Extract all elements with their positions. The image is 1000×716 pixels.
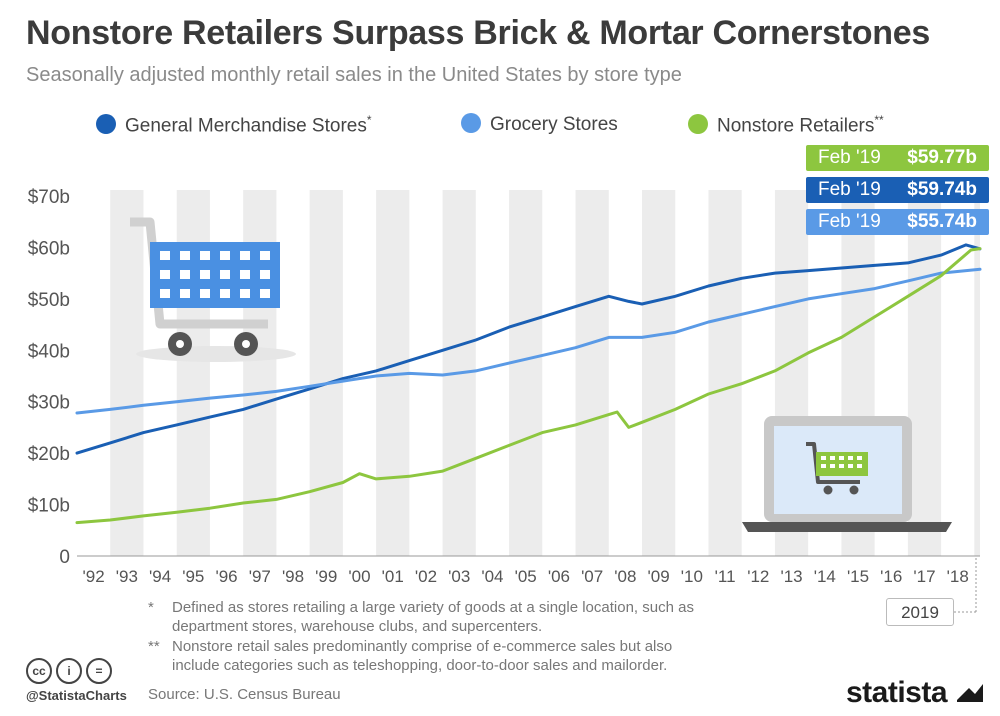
y-tick-label: $50b <box>28 290 70 311</box>
y-axis: 0 $10b $20b $30b $40b $50b $60b $70b <box>28 187 70 568</box>
footnote-2-line-2: include categories such as teleshopping,… <box>172 657 668 674</box>
chart-subtitle: Seasonally adjusted monthly retail sales… <box>26 64 682 86</box>
grid-band <box>575 190 609 556</box>
x-tick-label: '01 <box>382 567 404 586</box>
legend-item-grocery: Grocery Stores <box>461 113 618 136</box>
x-tick-label: '07 <box>581 567 603 586</box>
badge-general-value: $59.74b <box>907 179 977 200</box>
badge-nonstore-value: $59.77b <box>907 147 977 168</box>
legend-mark-general: * <box>366 113 372 127</box>
grid-band <box>309 190 343 556</box>
footnote-1-line-2: department stores, warehouse clubs, and … <box>172 618 543 635</box>
footnote-1-mark: * <box>148 599 154 616</box>
badge-grocery-date: Feb '19 <box>818 211 881 232</box>
grid-band <box>907 190 942 556</box>
twitter-handle[interactable]: @StatistaCharts <box>26 688 127 703</box>
x-tick-label: '96 <box>215 567 237 586</box>
legend-dot-general <box>96 114 116 135</box>
legend-label-general: General Merchandise Stores <box>125 115 367 137</box>
series-lines <box>75 243 982 525</box>
y-tick-label: $30b <box>28 393 70 414</box>
y-tick-label: $60b <box>28 238 70 259</box>
grid-band <box>974 190 980 556</box>
badge-nonstore-date: Feb '19 <box>818 147 881 168</box>
y-tick-label: $70b <box>28 187 70 208</box>
x-tick-label: '04 <box>481 567 503 586</box>
x-tick-label: '92 <box>83 567 105 586</box>
grid-band <box>110 190 144 556</box>
badge-grocery: Feb '19 $55.74b <box>806 209 989 235</box>
legend-mark-nonstore: ** <box>874 113 884 127</box>
statista-logo-icon[interactable]: statista <box>846 676 985 710</box>
legend-item-nonstore: Nonstore Retailers** <box>688 113 884 137</box>
legend-dot-grocery <box>461 113 481 133</box>
x-tick-label: '10 <box>681 567 703 586</box>
grid-band <box>708 190 742 556</box>
x-tick-label: '93 <box>116 567 138 586</box>
statista-mark-icon <box>956 684 983 702</box>
y-tick-label: 0 <box>59 547 70 568</box>
laptop-cart-icon <box>742 416 952 532</box>
creative-commons-icon[interactable]: cc i = <box>26 658 116 684</box>
x-tick-label: '17 <box>913 567 935 586</box>
chart-title: Nonstore Retailers Surpass Brick & Morta… <box>26 14 930 52</box>
x-tick-label: '06 <box>548 567 570 586</box>
legend-label-nonstore: Nonstore Retailers <box>717 115 875 137</box>
year-marker: 2019 <box>886 598 954 626</box>
y-tick-label: $10b <box>28 496 70 517</box>
attribution-icon[interactable]: i <box>56 658 82 684</box>
grid-band <box>509 190 543 556</box>
footnote-2-mark: ** <box>148 638 160 655</box>
x-tick-label: '14 <box>814 567 836 586</box>
y-tick-label: $40b <box>28 341 70 362</box>
x-tick-label: '03 <box>448 567 470 586</box>
badge-general-date: Feb '19 <box>818 179 881 200</box>
badge-grocery-value: $55.74b <box>907 211 977 232</box>
badge-nonstore: Feb '19 $59.77b <box>806 145 989 171</box>
footnote-2-line-1: Nonstore retail sales predominantly comp… <box>172 638 673 655</box>
no-derivatives-icon[interactable]: = <box>86 658 112 684</box>
legend-dot-nonstore <box>688 114 708 135</box>
x-tick-label: '08 <box>614 567 636 586</box>
brand-name: statista <box>846 676 948 709</box>
grid-band <box>641 190 676 556</box>
x-tick-label: '05 <box>515 567 537 586</box>
x-tick-label: '15 <box>847 567 869 586</box>
x-tick-label: '95 <box>182 567 204 586</box>
series-line-nonstore <box>75 247 982 525</box>
x-axis: '92 '93 '94 '95 '96 '97 '98 '99 '00 '01 '02 '03 '04 '… <box>83 567 969 586</box>
x-tick-label: '12 <box>747 567 769 586</box>
badge-general: Feb '19 $59.74b <box>806 177 989 203</box>
x-tick-label: '97 <box>249 567 271 586</box>
grid-bands <box>77 190 980 557</box>
cc-icon[interactable]: cc <box>26 658 52 684</box>
series-line-grocery <box>75 267 982 415</box>
x-tick-label: '18 <box>947 567 969 586</box>
source-note: Source: U.S. Census Bureau <box>148 686 341 703</box>
x-tick-label: '09 <box>648 567 670 586</box>
series-line-general <box>75 243 982 455</box>
x-tick-label: '94 <box>149 567 171 586</box>
x-tick-label: '00 <box>348 567 370 586</box>
x-tick-label: '11 <box>715 567 736 586</box>
y-tick-label: $20b <box>28 444 70 465</box>
shopping-cart-icon <box>130 217 296 362</box>
legend-item-general: General Merchandise Stores* <box>96 113 372 137</box>
x-tick-label: '16 <box>880 567 902 586</box>
legend-label-grocery: Grocery Stores <box>490 114 618 135</box>
x-tick-label: '99 <box>315 567 337 586</box>
footnote-1-line-1: Defined as stores retailing a large vari… <box>172 599 694 616</box>
x-tick-label: '02 <box>415 567 437 586</box>
x-tick-label: '98 <box>282 567 304 586</box>
x-tick-label: '13 <box>780 567 802 586</box>
